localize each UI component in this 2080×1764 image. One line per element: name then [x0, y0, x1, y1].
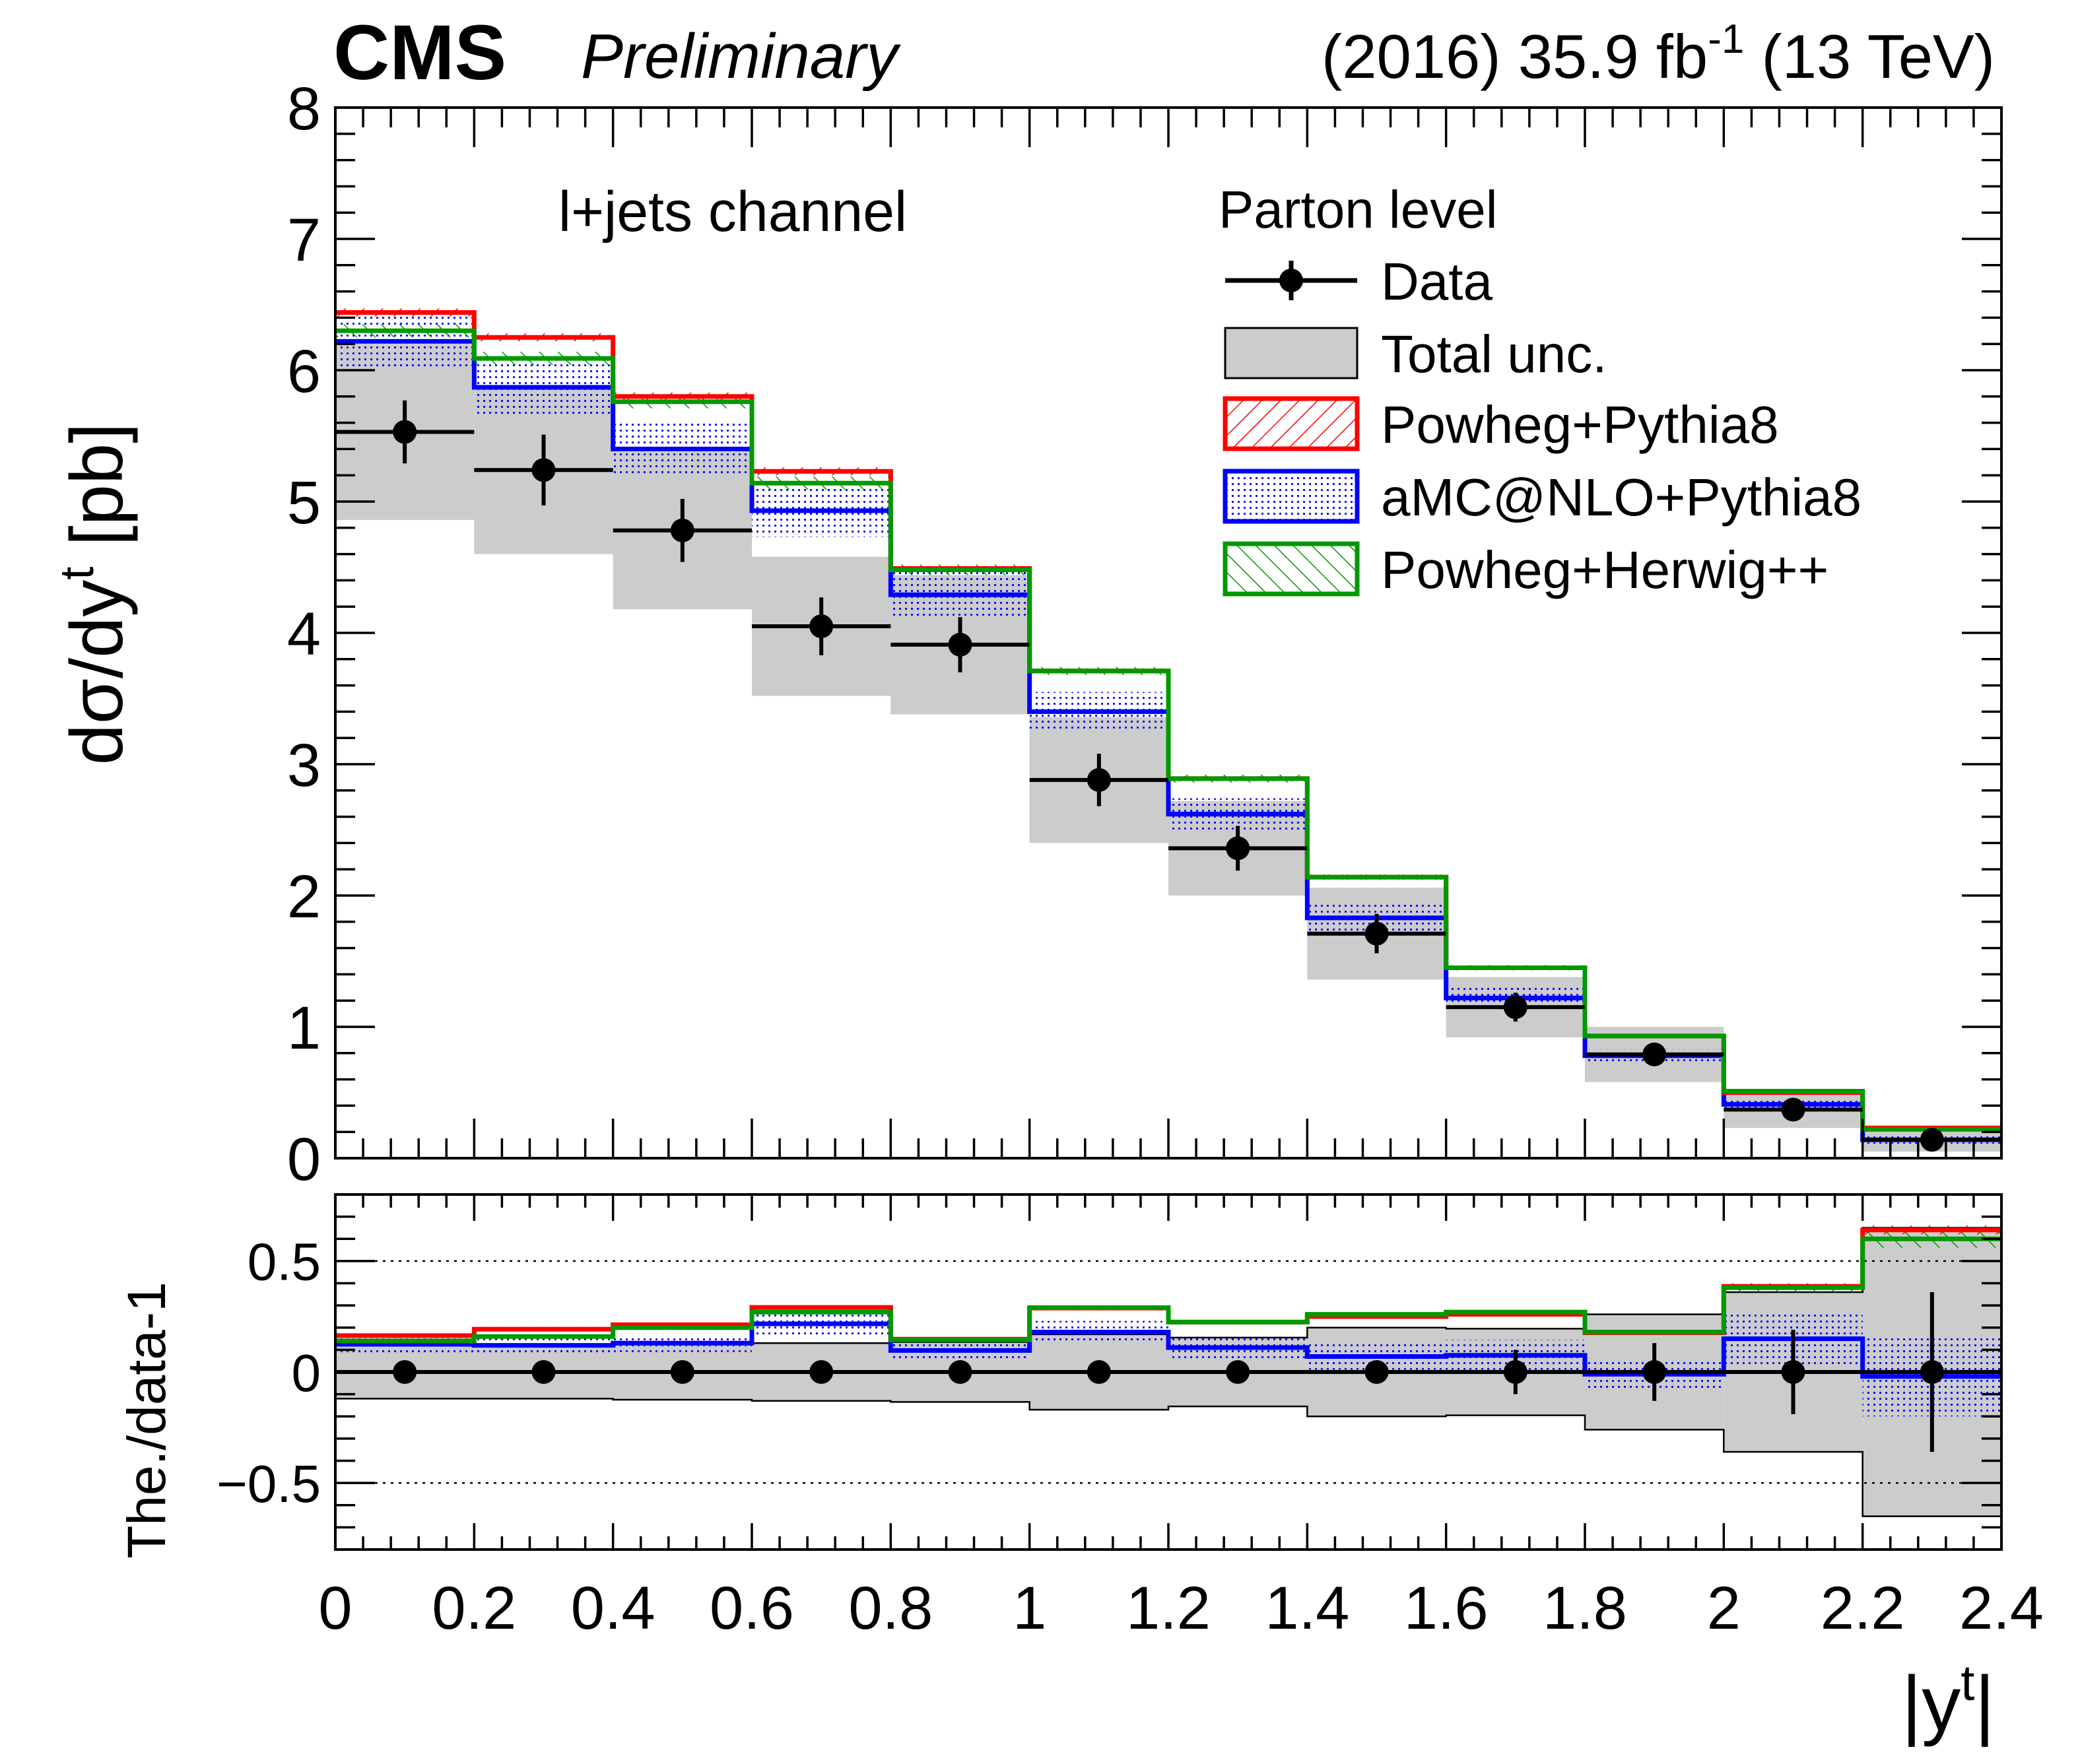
x-tick-label: 2.4	[1959, 1575, 2044, 1642]
data-point	[1087, 1360, 1111, 1384]
theory-line	[335, 328, 2001, 1132]
y-tick-label: −0.5	[217, 1454, 321, 1513]
ratio-axes: 0.5 0 −0.5	[217, 1193, 2003, 1551]
data-points	[335, 400, 2001, 1152]
y-tick-label: 5	[287, 469, 321, 537]
ratio-y-axis-label: The./data-1	[117, 1282, 177, 1558]
data-point	[1226, 836, 1250, 861]
legend-theory-label: Powheg+Pythia8	[1381, 395, 1779, 454]
legend-unc-label: Total unc.	[1381, 325, 1607, 383]
data-point	[1781, 1097, 1805, 1122]
x-tick-label: 0.4	[571, 1575, 655, 1642]
theory-histograms	[335, 310, 2001, 1142]
y-tick-label: 2	[287, 863, 321, 931]
y-tick-label: 8	[287, 75, 321, 143]
x-tick-label: 1.4	[1265, 1575, 1349, 1642]
legend-theory-label: aMC@NLO+Pythia8	[1381, 468, 1862, 527]
x-tick-labels: 0 0.2 0.4 0.6 0.8 1 1.2 1.4 1.6 1.8 2 2.2 2.4	[318, 1575, 2044, 1642]
legend-title: Parton level	[1219, 180, 1497, 239]
x-tick-label: 1.8	[1543, 1575, 1627, 1642]
ratio-theory-histograms	[335, 1227, 2001, 1379]
data-point	[531, 458, 556, 482]
theory-line	[335, 1236, 2001, 1344]
x-axis-label: |yt|	[1902, 1655, 1995, 1748]
data-point	[809, 1360, 834, 1384]
data-point	[1364, 921, 1389, 946]
y-tick-label: 7	[287, 207, 321, 274]
data-point	[670, 1360, 694, 1384]
y-axis-label: dσ/dyt [pb]	[51, 423, 138, 766]
legend-theory-box	[1223, 469, 1360, 524]
legend-theory-box	[1223, 396, 1360, 451]
status-label: Preliminary	[581, 21, 901, 92]
data-point	[1781, 1360, 1805, 1384]
data-point	[393, 1360, 417, 1384]
data-point	[809, 614, 834, 639]
data-point	[1226, 1360, 1250, 1384]
x-tick-label: 0	[318, 1575, 352, 1642]
lumi-label: (2016) 35.9 fb-1 (13 TeV)	[1322, 16, 1995, 91]
legend-data-marker	[1279, 269, 1303, 292]
total-unc-outline-low	[335, 1398, 2001, 1517]
main-axes: 0 1 2 3 4 5 6 7 8	[287, 75, 2003, 1193]
x-tick-label: 0.6	[710, 1575, 794, 1642]
y-tick-label: 1	[287, 995, 321, 1062]
y-tick-label: 3	[287, 732, 321, 799]
data-point	[1364, 1360, 1389, 1384]
data-point	[670, 518, 694, 542]
panel-frame	[334, 106, 2003, 1160]
data-point	[1642, 1042, 1667, 1066]
data-point	[948, 632, 972, 657]
data-point	[1920, 1128, 1944, 1152]
x-tick-label: 2	[1707, 1575, 1741, 1642]
legend: Parton level Data Total unc. Powheg+Pythia…	[1219, 180, 1862, 599]
ratio-panel: 0.5 0 −0.5 The./data-1	[117, 1193, 2003, 1559]
channel-label: l+jets channel	[558, 180, 907, 244]
legend-unc-box	[1224, 327, 1359, 379]
experiment-label: CMS	[333, 9, 506, 96]
data-point	[1642, 1360, 1667, 1384]
y-tick-label: 0.5	[248, 1233, 321, 1291]
x-tick-label: 0.2	[432, 1575, 516, 1642]
data-point	[1503, 995, 1527, 1020]
theory-line	[335, 1321, 2001, 1379]
data-point	[393, 420, 417, 444]
y-tick-label: 0	[287, 1126, 321, 1193]
data-point	[1503, 1360, 1527, 1384]
y-tick-label: 6	[287, 338, 321, 405]
y-tick-label: 0	[292, 1344, 321, 1402]
legend-data-label: Data	[1381, 252, 1493, 311]
y-tick-label: 4	[287, 601, 321, 668]
data-point	[531, 1360, 556, 1384]
x-tick-label: 2.2	[1821, 1575, 1905, 1642]
data-point	[948, 1360, 972, 1384]
data-point	[1920, 1360, 1944, 1384]
x-tick-label: 1.6	[1404, 1575, 1489, 1642]
main-panel: 0 1 2 3 4 5 6 7 8 l+jets channel dσ/dyt [pb] Par…	[51, 75, 2003, 1193]
x-tick-label: 1	[1013, 1575, 1046, 1642]
x-tick-label: 0.8	[848, 1575, 933, 1642]
legend-theory-label: Powheg+Herwig++	[1381, 540, 1828, 599]
legend-theory-box	[1223, 541, 1360, 597]
data-point	[1087, 768, 1111, 792]
x-tick-label: 1.2	[1126, 1575, 1211, 1642]
